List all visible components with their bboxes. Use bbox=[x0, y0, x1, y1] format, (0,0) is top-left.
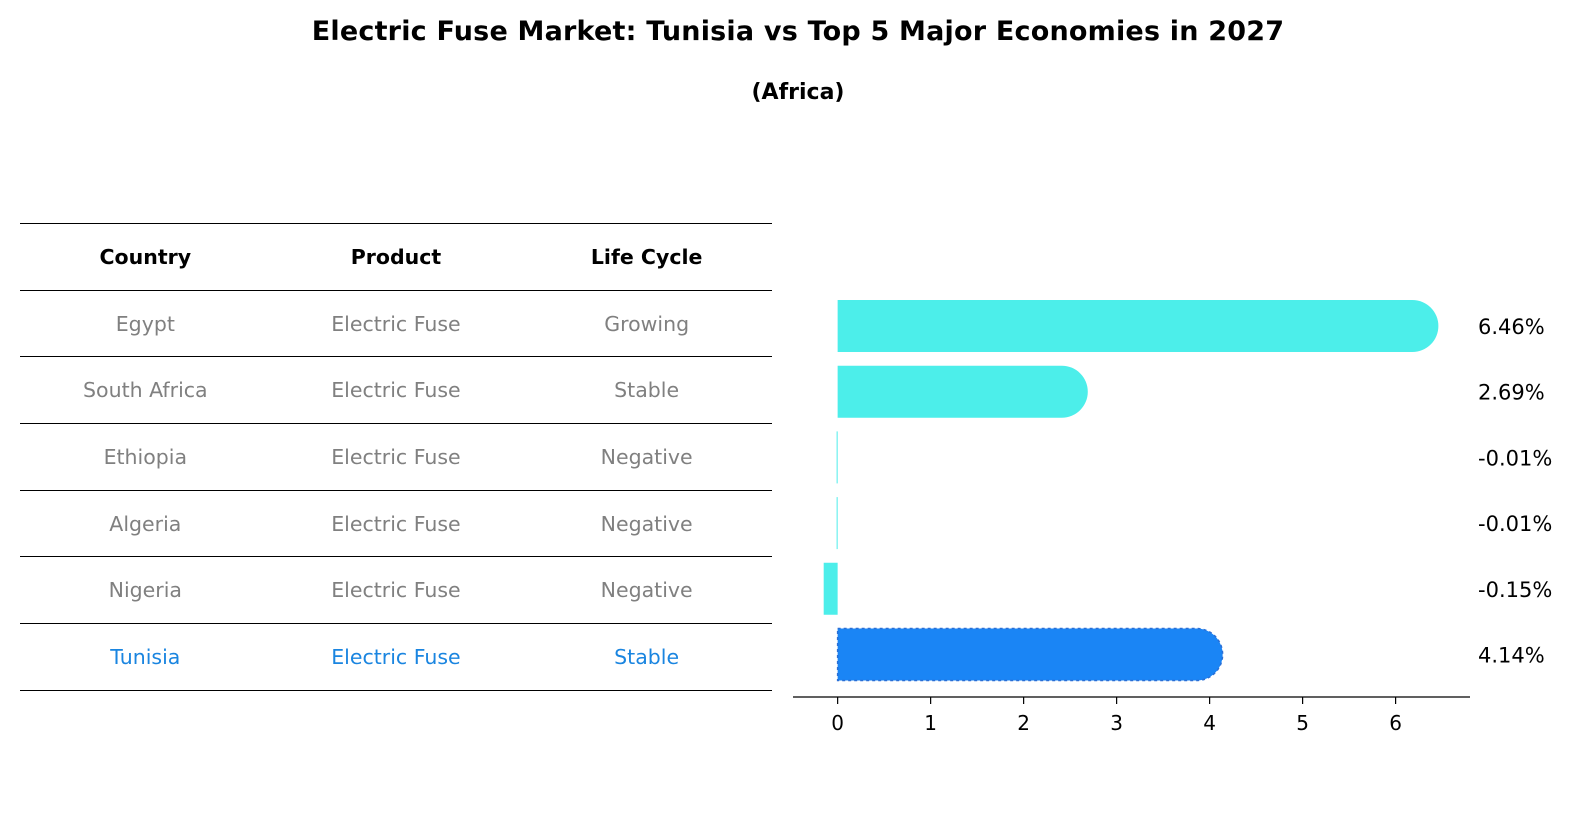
data-label: -0.15% bbox=[1478, 578, 1552, 602]
bar-egypt bbox=[837, 300, 1439, 352]
x-tick-label: 1 bbox=[924, 711, 937, 735]
table-row: South Africa Electric Fuse Stable bbox=[20, 356, 772, 425]
header-product: Product bbox=[270, 223, 522, 291]
data-label: 2.69% bbox=[1478, 381, 1545, 405]
x-tick-label: 6 bbox=[1389, 711, 1402, 735]
header-life-cycle: Life Cycle bbox=[521, 223, 772, 291]
table-row: Ethiopia Electric Fuse Negative bbox=[20, 423, 772, 491]
cell-product: Electric Fuse bbox=[270, 556, 522, 625]
table-row: Nigeria Electric Fuse Negative bbox=[20, 556, 772, 625]
x-tick-label: 4 bbox=[1203, 711, 1216, 735]
cell-country: Algeria bbox=[20, 490, 271, 558]
cell-product: Electric Fuse bbox=[270, 423, 522, 491]
x-tick-label: 2 bbox=[1017, 711, 1030, 735]
table-header-row: Country Product Life Cycle bbox=[20, 223, 772, 291]
table-row-highlight: Tunisia Electric Fuse Stable bbox=[20, 623, 772, 691]
table-row: Egypt Electric Fuse Growing bbox=[20, 290, 772, 358]
bar-ethiopia bbox=[836, 431, 838, 484]
cell-life-cycle: Growing bbox=[521, 290, 772, 358]
cell-life-cycle: Stable bbox=[521, 623, 772, 691]
data-label: 6.46% bbox=[1478, 315, 1545, 339]
cell-product: Electric Fuse bbox=[270, 623, 522, 691]
data-label: 4.14% bbox=[1478, 644, 1545, 668]
cell-country: Tunisia bbox=[20, 623, 271, 691]
x-tick-label: 5 bbox=[1296, 711, 1309, 735]
cell-product: Electric Fuse bbox=[270, 490, 522, 558]
market-table: Country Product Life Cycle Egypt Electri… bbox=[20, 223, 772, 691]
bar-tunisia bbox=[836, 627, 1224, 682]
cell-country: Ethiopia bbox=[20, 423, 271, 491]
chart-subtitle: (Africa) bbox=[751, 80, 845, 105]
header-country: Country bbox=[20, 223, 271, 291]
cell-product: Electric Fuse bbox=[270, 356, 522, 425]
cell-country: Egypt bbox=[20, 290, 271, 358]
bar-algeria bbox=[836, 497, 838, 550]
table-row: Algeria Electric Fuse Negative bbox=[20, 490, 772, 558]
bar-nigeria bbox=[823, 562, 838, 615]
data-label: -0.01% bbox=[1478, 446, 1552, 470]
bar-south-africa bbox=[837, 365, 1088, 418]
chart-title: Electric Fuse Market: Tunisia vs Top 5 M… bbox=[311, 16, 1285, 47]
cell-life-cycle: Negative bbox=[521, 490, 772, 558]
cell-country: South Africa bbox=[20, 356, 271, 425]
x-tick-label: 0 bbox=[831, 711, 844, 735]
cell-life-cycle: Stable bbox=[521, 356, 772, 425]
x-tick-label: 3 bbox=[1110, 711, 1123, 735]
data-label: -0.01% bbox=[1478, 512, 1552, 536]
cell-country: Nigeria bbox=[20, 556, 271, 625]
cell-life-cycle: Negative bbox=[521, 556, 772, 625]
cell-product: Electric Fuse bbox=[270, 290, 522, 358]
cell-life-cycle: Negative bbox=[521, 423, 772, 491]
